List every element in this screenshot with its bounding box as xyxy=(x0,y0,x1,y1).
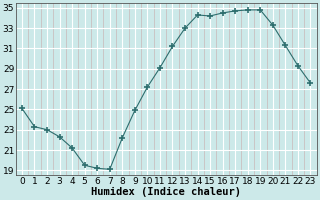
X-axis label: Humidex (Indice chaleur): Humidex (Indice chaleur) xyxy=(91,187,241,197)
